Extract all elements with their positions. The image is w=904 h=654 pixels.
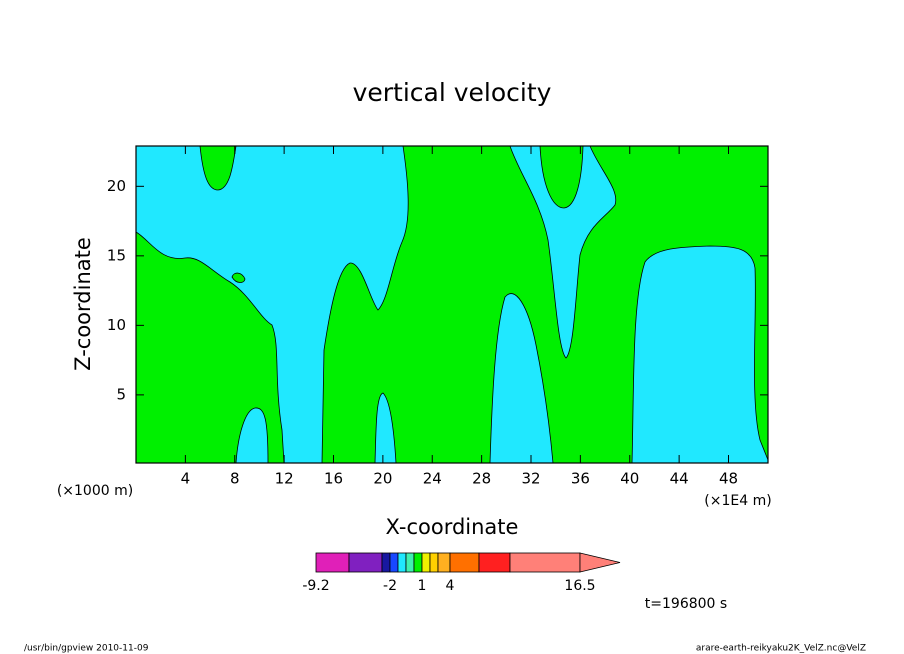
colorbar-tick-label: 4 [446, 578, 455, 594]
colorbar-segment [449, 552, 480, 573]
contour-region [631, 245, 769, 464]
x-axis-label: X-coordinate [386, 515, 519, 539]
y-tick-label: 15 [107, 246, 126, 264]
y-tick-label: 20 [107, 177, 126, 195]
y-tick-label: 10 [107, 316, 126, 334]
colorbar-segment [381, 552, 391, 573]
colorbar-tick-label: 1 [418, 578, 427, 594]
x-tick-label: 12 [275, 470, 294, 488]
colorbar-tick-label: -9.2 [302, 578, 329, 594]
x-tick-label: 36 [571, 470, 590, 488]
colorbar-tick-label: 16.5 [564, 578, 595, 594]
contour-field [135, 145, 769, 464]
x-tick-label: 8 [230, 470, 240, 488]
colorbar-segment [509, 552, 581, 573]
footer-left: /usr/bin/gpview 2010-11-09 [24, 644, 149, 654]
x-tick-label: 44 [670, 470, 689, 488]
colorbar-tick-label: -2 [383, 578, 397, 594]
x-unit: (×1000 m) [57, 483, 133, 499]
x-tick-label: 40 [620, 470, 639, 488]
x-tick-label: 4 [181, 470, 191, 488]
y-tick-label: 5 [116, 385, 126, 403]
y-axis-label: Z-coordinate [71, 237, 95, 371]
time-label: t=196800 s [645, 596, 727, 612]
colorbar-arrow [579, 552, 621, 573]
contour-region [539, 145, 584, 209]
colorbar-segment [397, 552, 407, 573]
plot-frame [135, 145, 769, 464]
x-tick-label: 48 [719, 470, 738, 488]
contour-region [489, 293, 554, 464]
colorbar-segment [405, 552, 415, 573]
colorbar-segment [348, 552, 383, 573]
x-scale-note: (×1E4 m) [704, 493, 771, 509]
x-tick-label: 20 [373, 470, 392, 488]
chart-title: vertical velocity [353, 78, 552, 107]
colorbar-segment [421, 552, 431, 573]
colorbar-segment [315, 552, 350, 573]
contour-region [235, 407, 269, 464]
contour-region [231, 272, 246, 283]
footer-right: arare-earth-reikyaku2K_VelZ.nc@VelZ [696, 644, 866, 654]
contour-region [509, 145, 617, 359]
x-tick-label: 28 [472, 470, 491, 488]
colorbar-segment [389, 552, 399, 573]
contour-region [199, 145, 237, 191]
colorbar-segment [429, 552, 439, 573]
colorbar-segment [413, 552, 423, 573]
x-tick-label: 16 [324, 470, 343, 488]
contour-region [374, 392, 397, 464]
x-tick-label: 32 [521, 470, 540, 488]
x-tick-label: 24 [423, 470, 442, 488]
colorbar-segment [437, 552, 451, 573]
colorbar-segment [478, 552, 511, 573]
